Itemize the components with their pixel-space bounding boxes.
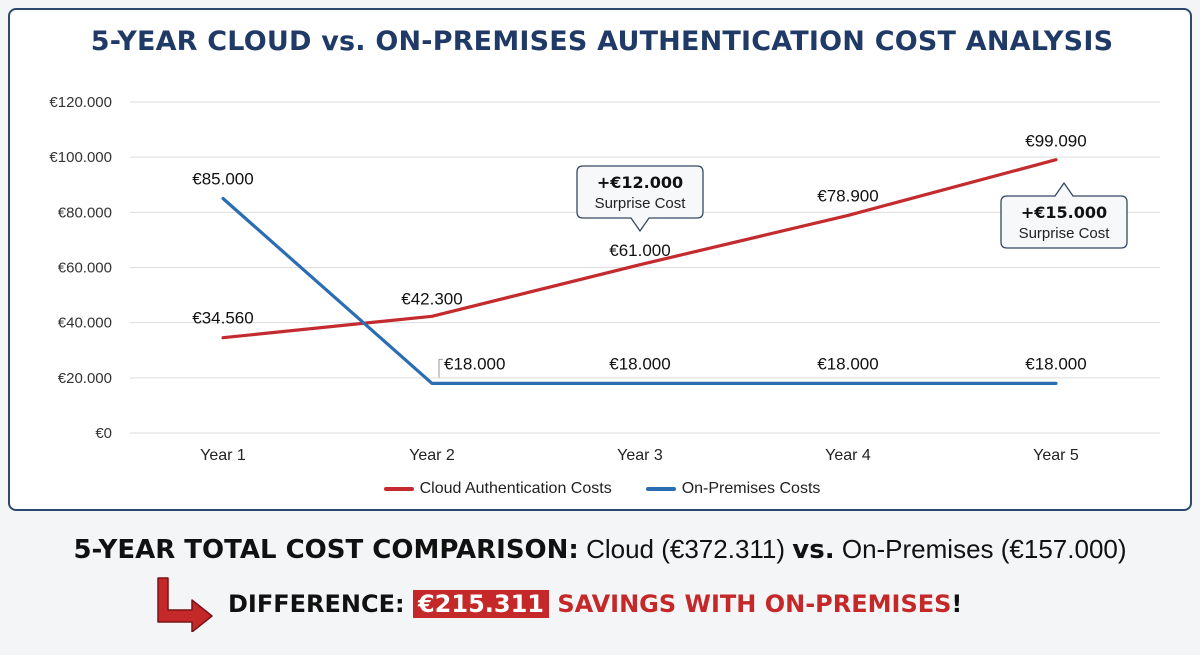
data-label-onprem: €18.000 (1025, 354, 1086, 373)
data-label-cloud: €34.560 (192, 309, 253, 328)
y-tick-label: €40.000 (58, 315, 112, 332)
data-label-cloud: €42.300 (401, 289, 462, 308)
line-chart: €0 €20.000 €40.000 €60.000 €80.000 €100.000 €1… (49, 94, 1160, 464)
surprise-cost-callout-1 (1000, 181, 1128, 249)
difference-savings-text: SAVINGS WITH ON-PREMISES (557, 590, 952, 618)
x-tick-label: Year 5 (1033, 447, 1079, 464)
y-tick-label: €120.000 (49, 94, 112, 111)
legend-swatch-cloud (383, 487, 414, 491)
summary-vs: vs. (792, 535, 835, 565)
difference-text: DIFFERENCE: €215.311 SAVINGS WITH ON-PRE… (228, 590, 962, 618)
legend-label-cloud: Cloud Authentication Costs (419, 480, 612, 497)
legend-item-onprem: On-Premises Costs (645, 480, 821, 498)
data-label-leader (438, 358, 443, 378)
data-label-onprem: €18.000 (817, 354, 878, 373)
difference-value: €215.311 (412, 590, 549, 618)
callout-amount: +€15.000 (1021, 203, 1107, 222)
y-tick-label: €0 (95, 425, 112, 442)
surprise-cost-callout-0 (576, 165, 704, 233)
difference-exclamation: ! (951, 590, 963, 618)
summary-onprem-total: On-Premises (€157.000) (841, 534, 1127, 564)
summary-cloud-total: Cloud (€372.311) (586, 534, 786, 564)
x-tick-label: Year 4 (825, 447, 871, 464)
legend-label-onprem: On-Premises Costs (681, 480, 821, 497)
chart-title: 5-YEAR CLOUD vs. ON-PREMISES AUTHENTICAT… (90, 26, 1114, 57)
summary-heading: 5-YEAR TOTAL COST COMPARISON: (73, 535, 579, 565)
callout-amount: +€12.000 (597, 173, 683, 192)
data-label-onprem: €85.000 (192, 170, 253, 189)
turn-right-arrow-icon (157, 577, 213, 632)
onprem-cost-line (221, 196, 1058, 385)
data-label-onprem: €18.000 (609, 354, 670, 373)
data-label-cloud: €99.090 (1025, 132, 1086, 151)
data-label-cloud: €61.000 (609, 241, 670, 260)
total-cost-summary: 5-YEAR TOTAL COST COMPARISON: Cloud (€37… (0, 534, 1200, 565)
callout-caption: Surprise Cost (595, 195, 687, 212)
y-tick-label: €80.000 (58, 204, 112, 221)
y-tick-label: €100.000 (49, 149, 112, 166)
data-label-onprem: €18.000 (444, 354, 505, 373)
legend-swatch-onprem (645, 487, 676, 491)
callout-caption: Surprise Cost (1019, 225, 1111, 242)
y-tick-label: €20.000 (58, 370, 112, 387)
chart-card: 5-YEAR CLOUD vs. ON-PREMISES AUTHENTICAT… (8, 8, 1192, 511)
x-tick-label: Year 1 (200, 447, 246, 464)
legend-item-cloud: Cloud Authentication Costs (383, 480, 612, 498)
x-tick-label: Year 3 (617, 447, 663, 464)
x-tick-label: Year 2 (409, 447, 455, 464)
y-tick-label: €60.000 (58, 260, 112, 277)
chart-legend: Cloud Authentication Costs On-Premises C… (10, 480, 1194, 498)
difference-label: DIFFERENCE: (228, 590, 405, 618)
difference-row: DIFFERENCE: €215.311 SAVINGS WITH ON-PRE… (152, 574, 962, 634)
data-label-cloud: €78.900 (817, 186, 878, 205)
